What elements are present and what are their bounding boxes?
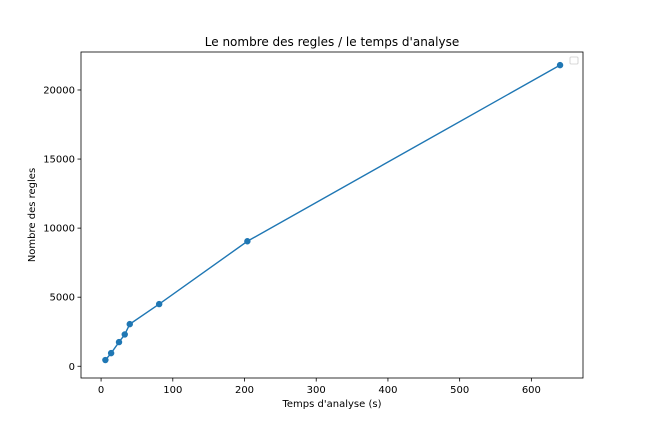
- y-tick-label: 20000: [43, 85, 75, 96]
- y-tick-label: 15000: [43, 155, 75, 166]
- x-axis: 0 100 200 300 400 500 600: [98, 378, 541, 396]
- y-axis-label: Nombre des regles: [27, 168, 38, 262]
- data-point: [556, 61, 564, 69]
- y-tick-label: 10000: [43, 224, 75, 235]
- data-point: [102, 356, 109, 364]
- data-point: [155, 300, 163, 308]
- x-tick-label: 300: [307, 385, 326, 396]
- data-point: [107, 349, 115, 357]
- x-tick-label: 400: [378, 385, 397, 396]
- y-tick-label: 5000: [50, 293, 75, 304]
- legend-box: [569, 56, 579, 65]
- x-tick-label: 600: [522, 385, 541, 396]
- x-tick-label: 200: [235, 385, 254, 396]
- data-point: [115, 338, 123, 346]
- plot-frame: [80, 51, 584, 379]
- data-point: [244, 238, 251, 245]
- plot-area: [102, 61, 564, 364]
- y-tick-label: 0: [69, 362, 75, 373]
- chart-title: Le nombre des regles / le temps d'analys…: [205, 35, 459, 49]
- x-tick-label: 500: [450, 385, 469, 396]
- x-axis-label: Temps d'analyse (s): [282, 399, 382, 410]
- data-point: [121, 331, 128, 338]
- y-axis: 0 5000 10000 15000 20000: [43, 85, 81, 373]
- data-point: [126, 320, 133, 328]
- x-tick-label: 100: [163, 385, 182, 396]
- x-tick-label: 0: [98, 385, 104, 396]
- series-line: [104, 64, 561, 361]
